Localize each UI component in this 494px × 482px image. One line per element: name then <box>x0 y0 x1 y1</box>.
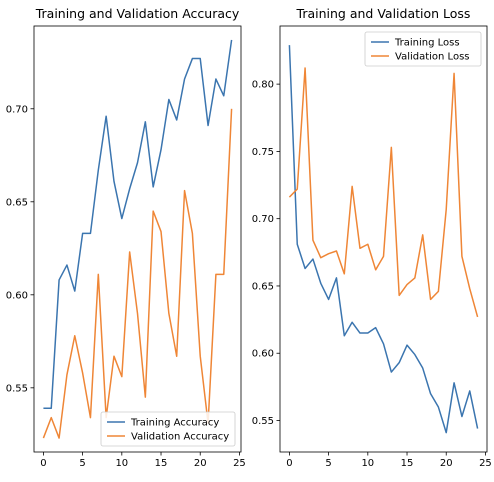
accuracy-panel: Training and Validation Accuracy 0 5 10 15 20… <box>6 6 246 469</box>
loss-x-tick-label: 20 <box>440 458 453 469</box>
acc-x-tick-label: 5 <box>79 458 85 469</box>
loss-y-tick-label: 0.65 <box>252 281 274 292</box>
loss-y-tick-label: 0.75 <box>252 147 274 158</box>
training-loss-legend-label: Training Loss <box>394 38 460 49</box>
training-accuracy-legend-label: Training Accuracy <box>130 418 219 429</box>
loss-x-tick-label: 0 <box>286 458 292 469</box>
loss-y-tick-label: 0.70 <box>252 214 274 225</box>
validation-loss-line <box>288 67 479 318</box>
training-loss-line <box>288 45 479 434</box>
loss-legend-box <box>364 31 482 67</box>
loss-axes-frame <box>279 25 488 453</box>
acc-axes-frame <box>33 25 242 453</box>
acc-x-tick-label: 20 <box>194 458 207 469</box>
acc-x-tick-label: 10 <box>115 458 128 469</box>
acc-y-tick-label: 0.60 <box>6 290 28 301</box>
loss-y-tick-label: 0.55 <box>252 416 274 427</box>
loss-y-tick-label: 0.80 <box>252 80 274 91</box>
acc-x-tick-label: 0 <box>40 458 46 469</box>
validation-accuracy-line <box>42 108 233 439</box>
loss-chart-title: Training and Validation Loss <box>296 6 471 21</box>
acc-chart-title: Training and Validation Accuracy <box>35 6 240 21</box>
validation-loss-legend-label: Validation Loss <box>395 52 470 63</box>
acc-legend-box <box>100 411 236 447</box>
loss-x-tick-label: 10 <box>361 458 374 469</box>
acc-x-tick-label: 25 <box>233 458 246 469</box>
acc-legend: Training Accuracy Validation Accuracy <box>100 411 236 447</box>
acc-y-tick-label: 0.65 <box>6 197 28 208</box>
loss-y-tick-label: 0.60 <box>252 349 274 360</box>
loss-x-tick-label: 5 <box>325 458 331 469</box>
loss-legend: Training Loss Validation Loss <box>364 31 482 67</box>
acc-y-tick-label: 0.55 <box>6 383 28 394</box>
acc-y-tick-label: 0.70 <box>6 104 28 115</box>
validation-accuracy-legend-label: Validation Accuracy <box>131 432 229 443</box>
training-accuracy-line <box>43 39 233 410</box>
loss-x-tick-label: 15 <box>401 458 414 469</box>
acc-x-tick-label: 15 <box>155 458 168 469</box>
loss-panel: Training and Validation Loss 0 5 10 15 20 25 0.… <box>252 6 492 469</box>
loss-x-tick-label: 25 <box>479 458 492 469</box>
